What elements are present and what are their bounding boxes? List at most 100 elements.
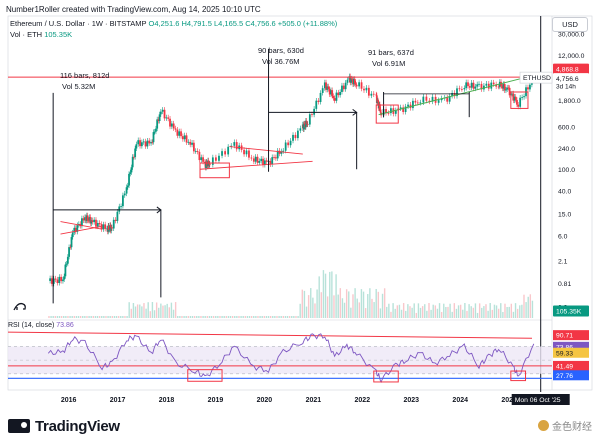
volume-bar [504, 303, 506, 318]
symbol-name: Ethereum / U.S. Dollar · 1W · BITSTAMP [10, 19, 147, 28]
volume-bar [79, 316, 82, 318]
volume-bar [436, 308, 439, 318]
volume-bar [333, 295, 335, 318]
candle-body [516, 99, 518, 105]
volume-bar [185, 316, 187, 318]
highlight-box [199, 162, 230, 179]
volume-bar [424, 304, 426, 318]
candle-body [169, 118, 171, 127]
rsi-tag-bg [553, 360, 589, 371]
volume-bar [508, 306, 510, 318]
candle-body [278, 150, 281, 154]
candle-body [66, 256, 69, 264]
candle-body [130, 167, 133, 173]
volume-bar [383, 288, 386, 318]
candle-body [507, 87, 510, 89]
volume-bar [267, 316, 270, 318]
volume-bar [324, 273, 327, 318]
currency-button[interactable]: USD [552, 17, 588, 32]
volume-bar [381, 293, 384, 318]
candle-body [365, 87, 368, 91]
candle-body [349, 76, 352, 83]
candle-body [511, 93, 513, 95]
volume-bar [193, 316, 196, 318]
volume-bar [377, 291, 380, 318]
volume-bar [54, 316, 56, 318]
candle-body [468, 86, 471, 88]
volume-bar [299, 303, 301, 318]
volume-bar [428, 303, 430, 318]
candle-body [404, 106, 407, 112]
volume-bar [263, 316, 266, 318]
volume-bar [227, 316, 230, 318]
year-tick-label: 2025 [501, 397, 517, 404]
volume-bar [443, 303, 445, 318]
volume-bar [322, 270, 325, 318]
volume-bar [516, 308, 519, 318]
candle-body [273, 157, 275, 158]
volume-bar [238, 316, 240, 318]
volume-bar [164, 305, 166, 318]
candle-body [328, 89, 331, 95]
candle-body [440, 98, 443, 101]
volume-bar [350, 307, 352, 318]
candle-body [337, 92, 340, 96]
candle-body [458, 88, 461, 90]
volume-bar [451, 311, 453, 318]
volume-bar [409, 306, 411, 318]
candle-body [501, 85, 504, 89]
candle-body [503, 84, 506, 91]
candle-body [523, 96, 525, 98]
volume-bar [320, 292, 323, 318]
price-tick-label: 1,800.0 [558, 98, 581, 105]
volume-bar [274, 316, 276, 318]
price-tick-label: 12,000.0 [558, 53, 585, 60]
tradingview-logo-icon [8, 419, 30, 433]
volume-bar [111, 316, 114, 318]
candle-body [152, 132, 155, 143]
candle-body [344, 82, 347, 90]
volume-bar [337, 294, 339, 318]
year-tick-label: 2019 [208, 397, 224, 404]
volume-bar [88, 316, 90, 318]
candle-body [191, 142, 193, 145]
volume-bar [128, 302, 130, 318]
volume-bar [459, 304, 462, 318]
volume-bar [147, 302, 149, 318]
volume-bar [354, 288, 356, 318]
cycle1-vol-label: Vol 5.32M [62, 82, 96, 91]
candle-body [358, 82, 360, 87]
volume-bar [240, 316, 242, 318]
ohlc-values: O4,251.6 H4,791.5 L4,165.5 C4,756.6 +505… [148, 19, 338, 28]
candle-body [342, 85, 345, 90]
candle-body [472, 82, 475, 89]
rsi-tag-bg [553, 370, 589, 381]
candle-body [303, 123, 306, 125]
candle-body [289, 140, 292, 146]
resistance-tag: 4,868.8 [556, 67, 579, 74]
triangle-lower-1 [60, 225, 103, 235]
volume-bar [493, 304, 496, 318]
volume-bar [438, 303, 441, 318]
candle-body [508, 87, 511, 96]
candle-body [126, 185, 129, 188]
candle-body [116, 211, 119, 221]
countdown-label: 3d 14h [556, 84, 576, 91]
candle-body [276, 150, 279, 159]
candle-body [170, 123, 173, 127]
candle-body [258, 161, 261, 163]
volume-bar [326, 296, 329, 318]
volume-bar [82, 316, 84, 318]
volume-label: Vol · ETH [10, 30, 43, 39]
volume-bar [189, 316, 192, 318]
candle-body [341, 85, 343, 92]
candle-body [131, 156, 134, 168]
symbol-tag-bg [519, 71, 553, 84]
volume-bar [386, 306, 388, 318]
candle-body [305, 120, 308, 125]
year-tick-label: 2023 [403, 397, 419, 404]
candle-body [263, 160, 266, 165]
candle-body [144, 141, 147, 147]
volume-bar [430, 309, 432, 318]
